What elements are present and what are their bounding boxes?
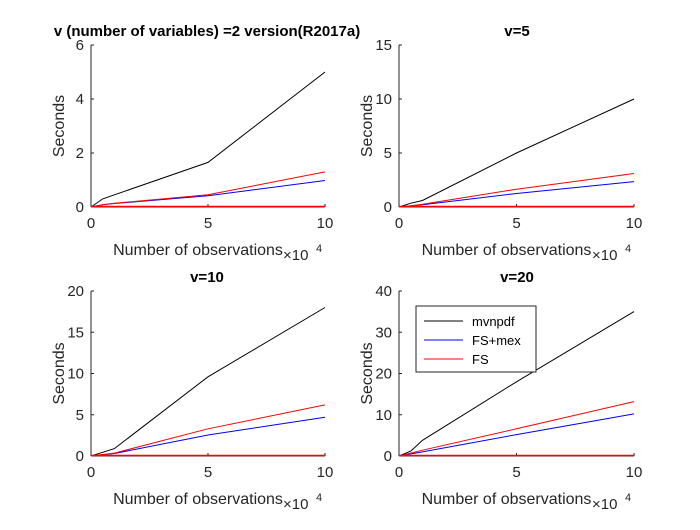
x-exponent-label: ×10 bbox=[283, 247, 308, 264]
subplot-3: 0 5 10 15 20 0 5 10 ×10 4 Number of observations Se… bbox=[51, 269, 333, 513]
series-line-2 bbox=[398, 413, 635, 457]
y-axis-label: Seconds bbox=[359, 342, 376, 404]
legend-entry: FS+mex bbox=[472, 333, 521, 348]
series-line-2 bbox=[90, 180, 326, 208]
x-tick-label: 5 bbox=[512, 464, 520, 481]
y-tick-label: 0 bbox=[76, 448, 84, 465]
subplot-title: v (number of variables) =2 version(R2017… bbox=[54, 23, 360, 40]
x-exponent-label: ×10 bbox=[592, 496, 617, 513]
x-exponent-power: 4 bbox=[625, 243, 631, 255]
x-exponent-power: 4 bbox=[316, 492, 322, 504]
y-tick-label: 10 bbox=[375, 91, 392, 108]
y-tick-label: 5 bbox=[384, 145, 392, 162]
y-tick-label: 6 bbox=[76, 37, 84, 54]
x-axis-label: Number of observations bbox=[422, 242, 592, 259]
y-axis-label: Seconds bbox=[359, 95, 376, 157]
y-tick-label: 10 bbox=[67, 366, 84, 383]
x-tick-label: 0 bbox=[395, 464, 403, 481]
y-axis-label: Seconds bbox=[51, 342, 68, 404]
x-tick-label: 0 bbox=[87, 215, 95, 232]
y-axis-label: Seconds bbox=[51, 95, 68, 157]
x-tick-label: 5 bbox=[204, 215, 212, 232]
x-tick-label: 5 bbox=[512, 215, 520, 232]
series-line-3 bbox=[90, 404, 326, 457]
x-tick-label: 10 bbox=[626, 464, 643, 481]
series-line-1 bbox=[90, 71, 326, 208]
x-exponent-label: ×10 bbox=[283, 496, 308, 513]
x-exponent-power: 4 bbox=[625, 492, 631, 504]
subplot-title: v=20 bbox=[500, 269, 534, 286]
series-line-3 bbox=[90, 171, 326, 208]
x-axis-label: Number of observations bbox=[113, 491, 283, 508]
y-tick-label: 0 bbox=[76, 199, 84, 216]
series-line-1 bbox=[398, 311, 635, 457]
series-line-1 bbox=[90, 307, 326, 457]
y-tick-label: 30 bbox=[375, 324, 392, 341]
subplot-title: v=10 bbox=[190, 269, 224, 286]
y-tick-label: 20 bbox=[375, 366, 392, 383]
legend-entry: FS bbox=[472, 352, 489, 367]
y-tick-label: 15 bbox=[375, 37, 392, 54]
y-tick-label: 20 bbox=[67, 283, 84, 300]
subplot-2: 0 5 10 15 0 5 10 ×10 4 Number of observations Seco… bbox=[359, 23, 642, 264]
y-tick-label: 4 bbox=[76, 91, 84, 108]
x-axis-label: Number of observations bbox=[113, 242, 283, 259]
series-line-1 bbox=[398, 98, 635, 208]
series-line-3 bbox=[398, 401, 635, 457]
subplot-4: 0 10 20 30 40 0 5 10 ×10 4 Number of observations S… bbox=[359, 269, 642, 513]
y-tick-label: 40 bbox=[375, 283, 392, 300]
x-tick-label: 0 bbox=[87, 464, 95, 481]
series-line-3 bbox=[398, 173, 635, 208]
y-tick-label: 0 bbox=[384, 199, 392, 216]
subplot-title: v=5 bbox=[504, 23, 529, 40]
x-axis-label: Number of observations bbox=[422, 491, 592, 508]
y-tick-label: 15 bbox=[67, 324, 84, 341]
x-tick-label: 10 bbox=[626, 215, 643, 232]
x-exponent-power: 4 bbox=[316, 243, 322, 255]
subplot-1: 0 2 4 6 0 5 10 ×10 4 Number of observations Second… bbox=[51, 23, 360, 264]
y-tick-label: 0 bbox=[384, 448, 392, 465]
y-tick-label: 5 bbox=[76, 407, 84, 424]
x-tick-label: 10 bbox=[317, 215, 334, 232]
x-exponent-label: ×10 bbox=[592, 247, 617, 264]
legend: mvnpdf FS+mex FS bbox=[415, 305, 537, 373]
x-tick-label: 5 bbox=[204, 464, 212, 481]
x-tick-label: 0 bbox=[395, 215, 403, 232]
legend-box bbox=[415, 305, 537, 373]
x-tick-label: 10 bbox=[317, 464, 334, 481]
y-tick-label: 2 bbox=[76, 145, 84, 162]
legend-entry: mvnpdf bbox=[472, 314, 515, 329]
y-tick-label: 10 bbox=[375, 407, 392, 424]
